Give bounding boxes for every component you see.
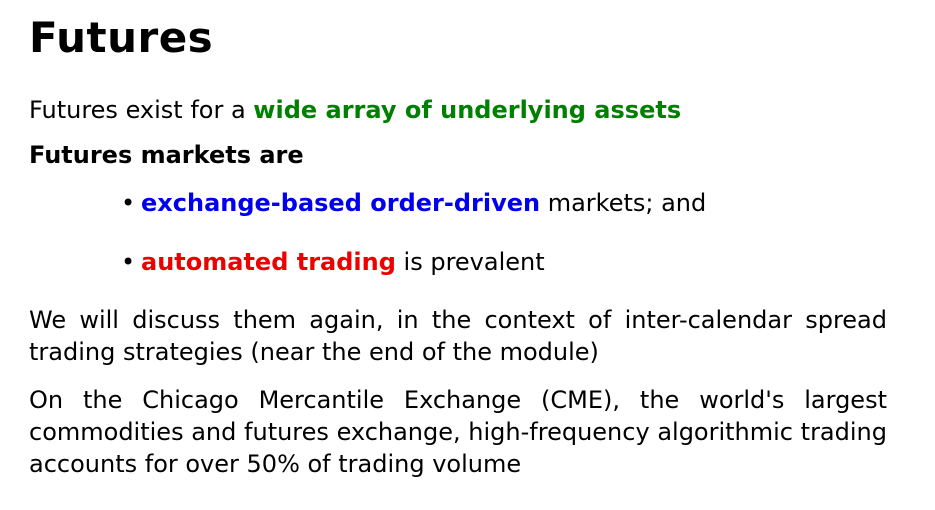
slide-title: Futures	[29, 13, 214, 62]
paragraph-cme: On the Chicago Mercantile Exchange (CME)…	[29, 386, 887, 478]
bullet-automated-suffix: is prevalent	[395, 248, 545, 276]
bullet-icon: •	[121, 189, 136, 217]
assets-line-highlight: wide array of underlying assets	[253, 96, 682, 124]
bullet-exchange-highlight: exchange-based order-driven	[141, 189, 541, 217]
bullet-automated-highlight: automated trading	[141, 248, 396, 276]
bullet-icon: •	[121, 248, 136, 276]
assets-line-prefix: Futures exist for a	[29, 96, 254, 124]
bullet-item-exchange: • exchange-based order-driven markets; an…	[121, 187, 706, 219]
markets-heading: Futures markets are	[29, 141, 304, 169]
assets-line: Futures exist for a wide array of underl…	[29, 94, 681, 126]
paragraph-spread-trading: We will discuss them again, in the conte…	[29, 306, 887, 366]
bullet-exchange-suffix: markets; and	[540, 189, 707, 217]
bullet-item-automated: • automated trading is prevalent	[121, 246, 545, 278]
